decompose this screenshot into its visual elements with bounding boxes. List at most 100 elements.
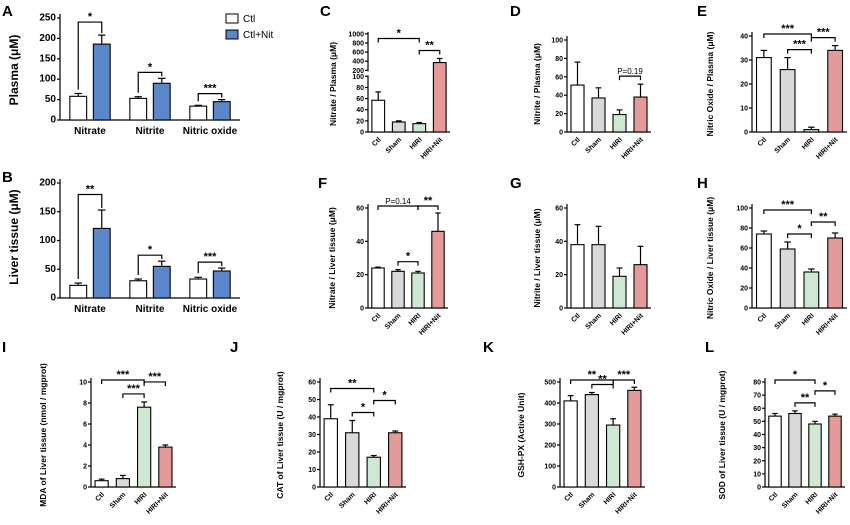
bar (212, 270, 231, 299)
bar (803, 271, 820, 309)
y-tick-label: 40 (555, 239, 563, 246)
y-tick-label: 20 (308, 450, 316, 457)
panel-B: B Liver tissue (μM) 0 50 100 150 200 Nitrate ** N… (2, 169, 240, 315)
y-tick-label: 30 (308, 432, 316, 439)
y-tick-label: 20 (356, 272, 364, 279)
bar (788, 412, 802, 488)
bar (189, 278, 208, 299)
significance-label: ** (86, 184, 95, 196)
significance-label: *** (204, 251, 218, 263)
x-tick-label: Sham (774, 312, 792, 330)
y-tick-label: 0 (552, 485, 556, 492)
y-axis-label: Nitrate / Plasma (μM) (328, 42, 338, 126)
x-tick-label: Sham (584, 136, 602, 154)
legend-swatch (225, 13, 239, 24)
y-tick-label: 0 (360, 306, 364, 313)
significance-label: *** (817, 27, 831, 39)
y-tick-label: 80 (356, 85, 364, 92)
significance-label: * (793, 369, 798, 381)
x-tick-label: HIRI (408, 312, 423, 327)
panel-K: K GSH-PX (Active Unit) 0 100 200 300 400 500 Ctl… (483, 339, 645, 516)
significance-bracket (763, 33, 812, 38)
significance-bracket (330, 387, 375, 393)
panel-F: F Nitrate / Liver tissue (μM) 0 20 40 60 Ctl Sh… (318, 175, 448, 337)
panel-label: G (510, 175, 522, 192)
bar (827, 49, 844, 133)
x-tick-label: Nitrate (74, 126, 106, 137)
bar (129, 97, 148, 121)
y-axis-label: Nitric Oxide / Liver tissue (μM) (705, 197, 715, 320)
bar (92, 43, 111, 121)
significance-bracket (787, 49, 812, 54)
significance-label: * (88, 11, 93, 23)
y-tick-label: 30 (740, 58, 748, 65)
y-tick-label: 40 (555, 93, 563, 100)
x-tick-label: Ctl (757, 136, 769, 148)
y-tick-label: 600 (352, 50, 364, 57)
y-tick-label: 10 (79, 380, 87, 387)
x-tick-label: Nitrate (74, 304, 106, 315)
significance-bracket (137, 254, 163, 276)
panel-L: L SOD of Liver tissue (U / mgprot) 0 10 20 30… (705, 339, 845, 516)
significance-label: P=0.19 (617, 67, 643, 76)
panel-G: G Nitrite / Liver tissue (μM) 0 20 40 60 Ctl Sh… (510, 175, 651, 337)
y-tick-label: 40 (308, 415, 316, 422)
bar (391, 121, 406, 133)
y-tick-label: 60 (555, 206, 563, 213)
x-tick-label: HIRI (801, 136, 816, 151)
y-tick-label: 400 (352, 59, 364, 66)
bar (779, 69, 796, 133)
significance-bracket (377, 37, 420, 43)
x-tick-label: HIRI+Nit (420, 136, 445, 161)
y-tick-label: 50 (45, 94, 57, 105)
panel-label: J (230, 339, 238, 356)
significance-bracket (197, 93, 223, 102)
x-tick-label: Sham (338, 491, 356, 509)
y-tick-label: 100 (551, 38, 563, 45)
y-tick-label: 800 (352, 40, 364, 47)
panel-label: D (510, 3, 521, 20)
significance-label: ** (588, 369, 597, 381)
x-tick-label: Ctl (563, 491, 575, 503)
y-tick-label: 40 (356, 239, 364, 246)
x-tick-label: Ctl (94, 491, 106, 503)
y-tick-label: 40 (740, 266, 748, 273)
legend-entry: Ctl+Nit (243, 30, 274, 41)
y-tick-label: 1000 (348, 31, 364, 38)
significance-label: *** (204, 83, 218, 95)
y-tick-label: 6 (83, 422, 87, 429)
y-tick-label: 200 (39, 178, 56, 189)
significance-bracket (814, 390, 836, 395)
x-tick-label: Ctl (757, 312, 769, 324)
y-tick-label: 60 (555, 74, 563, 81)
y-tick-label: 0 (744, 130, 748, 137)
y-tick-label: 20 (555, 272, 563, 279)
bar (563, 400, 578, 488)
y-tick-label: 150 (39, 53, 56, 64)
y-axis-label: GSH-PX (Active Unit) (516, 392, 526, 477)
significance-label: P=0.14 (385, 197, 411, 206)
panel-I: I MDA of Liver tissue (nmol / mgprot) 0 2 4 6… (2, 339, 176, 516)
x-tick-label: HIRI+Nit (815, 136, 840, 161)
x-tick-label: Sham (578, 491, 596, 509)
y-tick-label: 60 (308, 380, 316, 387)
significance-label: * (148, 244, 153, 256)
bar (633, 264, 648, 309)
significance-bracket (377, 205, 419, 210)
y-tick-label: 300 (544, 422, 556, 429)
y-tick-label: 40 (740, 34, 748, 41)
x-tick-label: Nitric oxide (183, 126, 238, 137)
bar (633, 96, 648, 133)
y-tick-label: 0 (757, 485, 761, 492)
significance-label: ** (425, 39, 434, 51)
significance-label: * (397, 27, 402, 39)
panel-label: A (2, 3, 13, 20)
panel-D: D Nitrite / Plasma (μM) 0 20 40 60 80 100 Ctl Sha… (510, 3, 651, 161)
bar (612, 113, 627, 133)
y-tick-label: 250 (39, 13, 56, 24)
bar (755, 233, 772, 309)
bar (391, 270, 405, 309)
x-tick-label: Sham (774, 136, 792, 154)
y-tick-label: 50 (308, 397, 316, 404)
y-tick-label: 8 (83, 401, 87, 408)
